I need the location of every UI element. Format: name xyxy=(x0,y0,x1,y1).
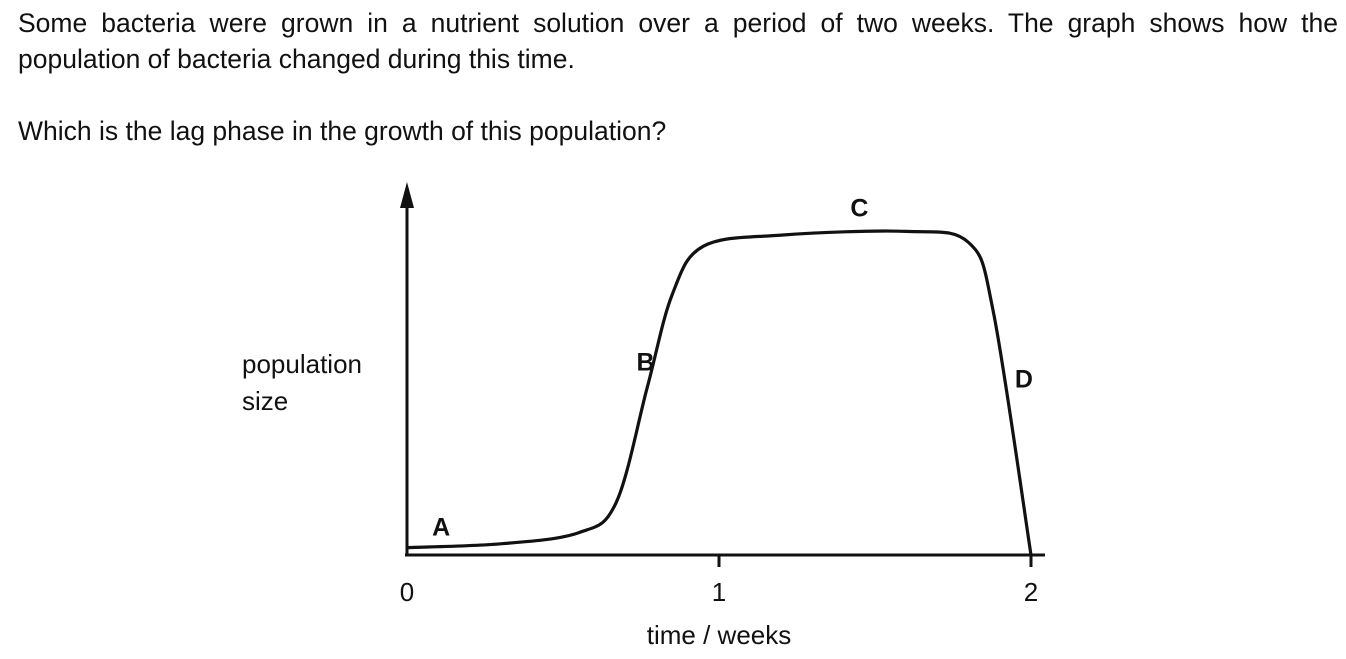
phase-label-c: C xyxy=(850,194,868,222)
question-prompt: Which is the lag phase in the growth of … xyxy=(18,116,667,146)
labels-layer: A B C D xyxy=(432,194,1033,541)
phase-label-a: A xyxy=(432,514,450,542)
y-axis-arrowhead xyxy=(400,182,414,208)
x-tick-label-0: 0 xyxy=(400,577,414,607)
axes: 0 1 2 time / weeks population size xyxy=(242,182,1045,650)
curve-layer xyxy=(405,229,1033,557)
y-axis-label-line-1: population xyxy=(242,349,362,379)
population-curve xyxy=(405,229,1033,557)
question-intro: Some bacteria were grown in a nutrient s… xyxy=(18,8,1338,74)
y-axis-label: population size xyxy=(242,349,362,416)
x-tick-label-1: 1 xyxy=(712,577,726,607)
phase-label-b: B xyxy=(636,348,654,376)
x-axis-label: time / weeks xyxy=(647,620,792,650)
y-axis-label-line-2: size xyxy=(242,386,288,416)
phase-label-d: D xyxy=(1015,366,1033,394)
x-tick-label-2: 2 xyxy=(1024,577,1038,607)
